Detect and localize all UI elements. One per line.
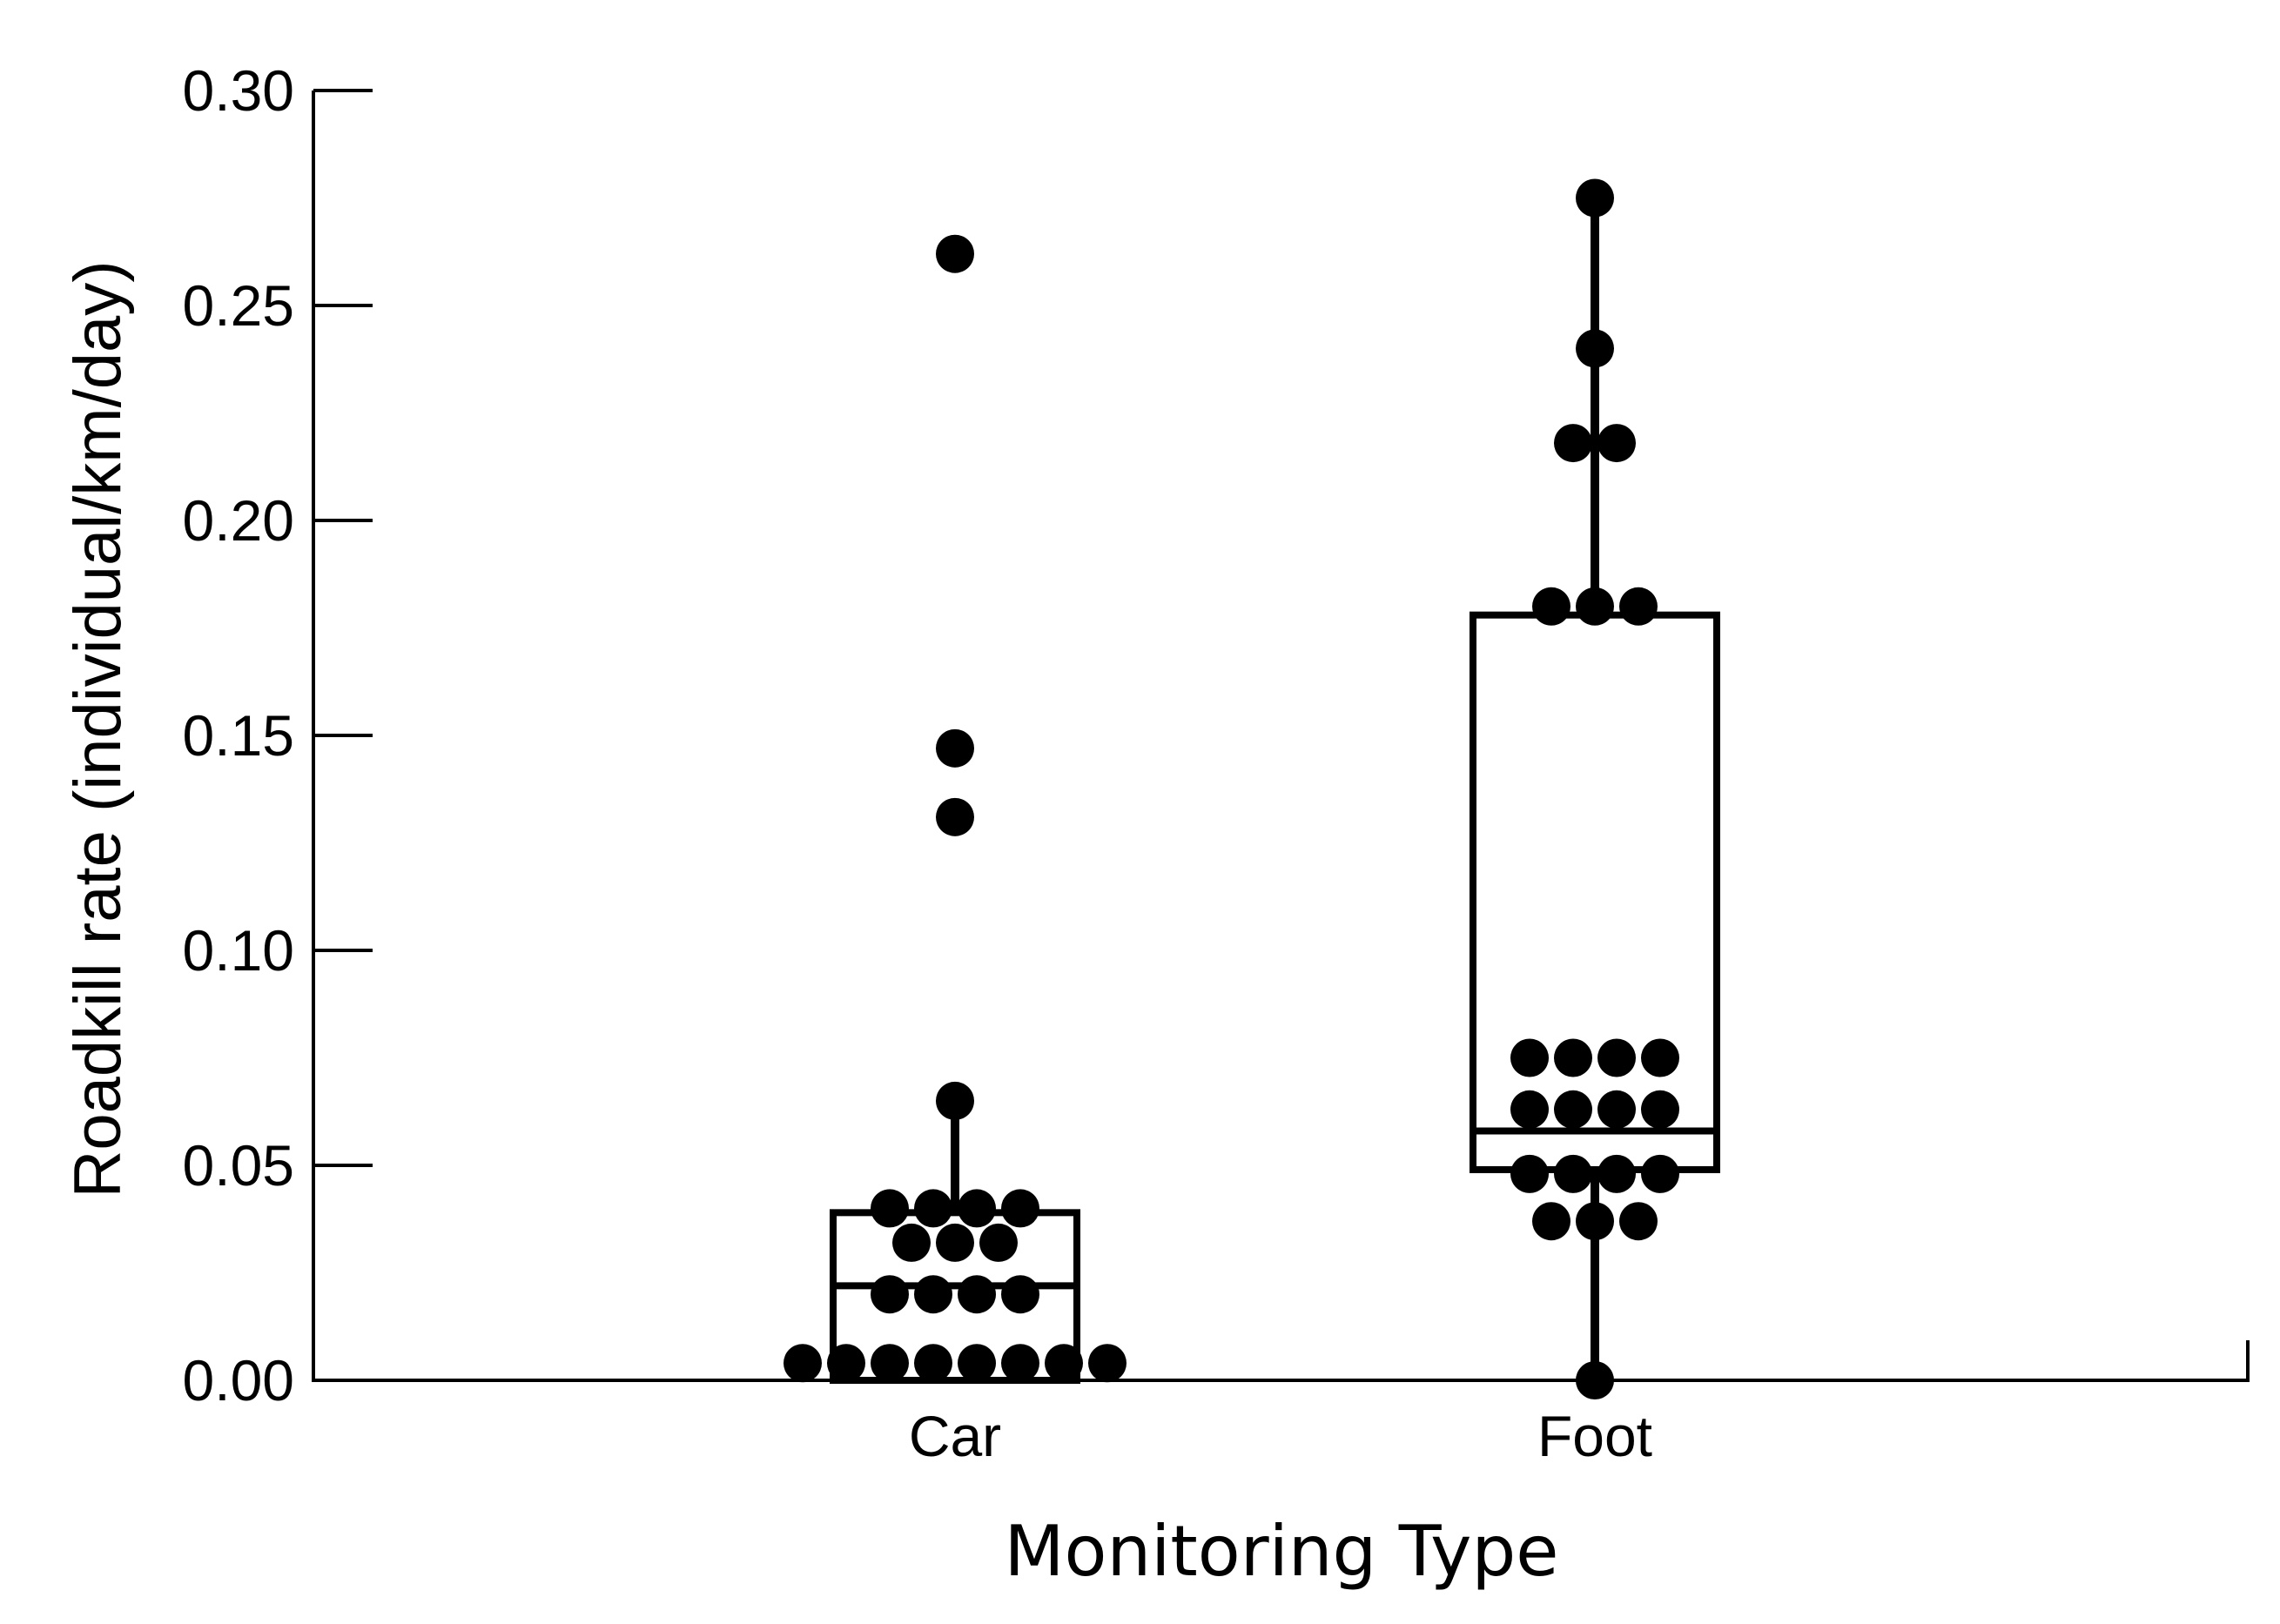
data-point — [1576, 1361, 1614, 1399]
data-point — [1001, 1344, 1039, 1383]
data-point — [1510, 1154, 1549, 1193]
y-tick-label: 0.20 — [183, 488, 294, 553]
data-point — [936, 728, 974, 768]
y-tick-label: 0.00 — [183, 1348, 294, 1413]
data-point — [1001, 1275, 1039, 1314]
data-point — [1554, 1154, 1592, 1193]
data-point — [1532, 1202, 1570, 1241]
data-points — [784, 178, 1679, 1399]
data-point — [1597, 1090, 1636, 1129]
data-point — [958, 1344, 996, 1383]
data-point — [1576, 587, 1614, 626]
data-point — [871, 1275, 909, 1314]
x-category-labels: Car Foot — [909, 1404, 1652, 1468]
data-point — [871, 1344, 909, 1383]
y-axis-title: Roadkill rate (individual/km/day) — [61, 260, 135, 1198]
y-tick-label: 0.15 — [183, 703, 294, 768]
y-ticks: 0.00 0.05 0.10 0.15 0.20 0.25 0.30 — [183, 58, 373, 1413]
data-point — [1510, 1090, 1549, 1129]
data-point — [936, 1081, 974, 1120]
iqr-box — [830, 1209, 1080, 1384]
data-point — [1532, 587, 1570, 626]
x-category-label: Foot — [1537, 1404, 1652, 1468]
data-point — [1576, 329, 1614, 368]
data-point — [1597, 424, 1636, 463]
y-tick-label: 0.30 — [183, 58, 294, 123]
data-point — [1045, 1344, 1083, 1383]
data-point — [1619, 587, 1658, 626]
y-tick-label: 0.10 — [183, 918, 294, 983]
data-point — [936, 797, 974, 836]
data-point — [892, 1223, 931, 1262]
data-point — [958, 1189, 996, 1228]
y-tick-label: 0.25 — [183, 273, 294, 338]
data-point — [827, 1344, 865, 1383]
x-category-label: Car — [909, 1404, 1001, 1468]
data-point — [958, 1275, 996, 1314]
data-point — [1576, 178, 1614, 218]
data-point — [1088, 1344, 1127, 1383]
axes — [312, 91, 2250, 1382]
data-point — [1510, 1038, 1549, 1077]
data-point — [914, 1344, 952, 1383]
data-point — [1597, 1154, 1636, 1193]
data-point — [1554, 424, 1592, 463]
data-point — [1597, 1038, 1636, 1077]
data-point — [784, 1344, 822, 1383]
y-tick-label: 0.05 — [183, 1133, 294, 1198]
data-point — [936, 1223, 974, 1262]
data-point — [1641, 1090, 1679, 1129]
data-point — [1641, 1154, 1679, 1193]
iqr-box — [1470, 611, 1720, 1173]
x-axis-title: Monitoring Type — [1005, 1511, 1559, 1592]
data-point — [979, 1223, 1018, 1262]
data-point — [1554, 1090, 1592, 1129]
data-point — [1001, 1189, 1039, 1228]
data-point — [871, 1189, 909, 1228]
data-point — [1576, 1202, 1614, 1241]
data-point — [914, 1275, 952, 1314]
data-point — [1554, 1038, 1592, 1077]
data-point — [1641, 1038, 1679, 1077]
data-point — [936, 234, 974, 273]
data-point — [1619, 1202, 1658, 1241]
data-point — [914, 1189, 952, 1228]
